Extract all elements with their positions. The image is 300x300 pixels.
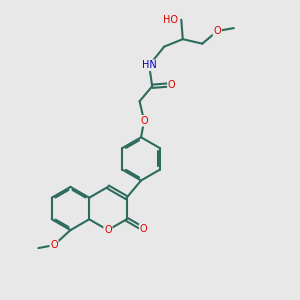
Text: O: O xyxy=(168,80,176,90)
Text: HO: HO xyxy=(163,15,178,25)
Text: O: O xyxy=(140,116,148,126)
Text: O: O xyxy=(140,224,147,234)
Text: O: O xyxy=(104,225,112,235)
Text: O: O xyxy=(50,240,58,250)
Text: O: O xyxy=(214,26,221,36)
Text: HN: HN xyxy=(142,60,157,70)
